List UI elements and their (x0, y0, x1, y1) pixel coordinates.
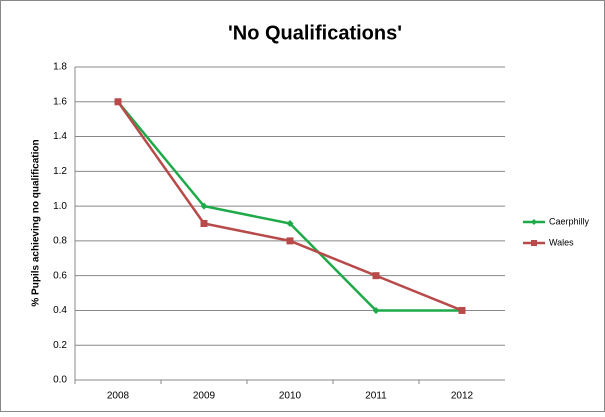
marker (114, 98, 122, 106)
marker (372, 272, 380, 280)
y-tick-label: 0.8 (53, 236, 67, 247)
y-tick-label: 1.2 (53, 166, 67, 177)
y-tick-label: 1.6 (53, 96, 67, 107)
y-tick-label: 1.0 (53, 201, 67, 212)
x-tick-label: 2008 (107, 391, 130, 402)
chart-title: 'No Qualifications' (228, 22, 402, 44)
marker (200, 202, 208, 210)
y-tick-label: 1.4 (53, 131, 67, 142)
y-tick-label: 0.2 (53, 340, 67, 351)
legend-marker (531, 240, 537, 246)
y-tick-label: 0.0 (53, 375, 67, 386)
legend-marker (531, 219, 537, 225)
y-tick-label: 1.8 (53, 62, 67, 73)
y-tick-label: 0.6 (53, 270, 67, 281)
y-tick-label: 0.4 (53, 305, 67, 316)
x-tick-label: 2010 (279, 391, 302, 402)
marker (200, 220, 208, 227)
legend-label: Wales (549, 237, 574, 247)
legend-label: Caerphilly (549, 216, 590, 226)
x-tick-label: 2011 (365, 391, 387, 402)
y-axis-label: % Pupils achieving no qualification (31, 139, 42, 306)
marker (286, 237, 294, 245)
marker (372, 306, 380, 314)
marker (458, 306, 466, 314)
marker (286, 220, 294, 227)
x-tick-label: 2012 (451, 391, 474, 402)
x-tick-label: 2009 (193, 391, 216, 402)
